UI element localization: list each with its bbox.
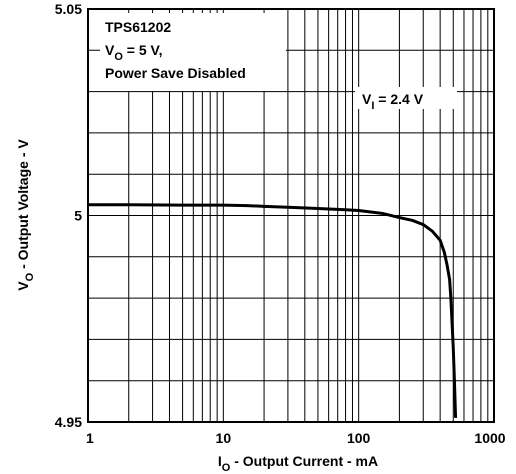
annotation-mode: Power Save Disabled xyxy=(105,65,246,81)
series-label: VI = 2.4 V xyxy=(362,91,424,112)
y-tick-label: 4.95 xyxy=(55,414,82,430)
x-axis-label: IO - Output Current - mA xyxy=(218,453,378,474)
y-tick-label: 5.05 xyxy=(55,1,82,17)
y-axis-label: VO - Output Voltage - V xyxy=(15,139,36,291)
annotation-device: TPS61202 xyxy=(105,19,171,35)
plot-frame xyxy=(87,8,495,423)
annotation-vout: VO = 5 V, xyxy=(105,42,162,63)
x-tick-label: 1000 xyxy=(474,430,505,446)
series-line xyxy=(88,203,458,418)
series-label-box xyxy=(355,87,457,109)
y-tick-label: 5 xyxy=(74,208,82,224)
annotation-box xyxy=(100,13,286,91)
x-tick-label: 100 xyxy=(347,430,371,446)
x-tick-labels: 1 10 100 1000 xyxy=(86,430,506,446)
x-tick-label: 1 xyxy=(86,430,94,446)
x-tick-label: 10 xyxy=(216,430,232,446)
y-tick-labels: 5.05 5 4.95 xyxy=(55,1,82,430)
